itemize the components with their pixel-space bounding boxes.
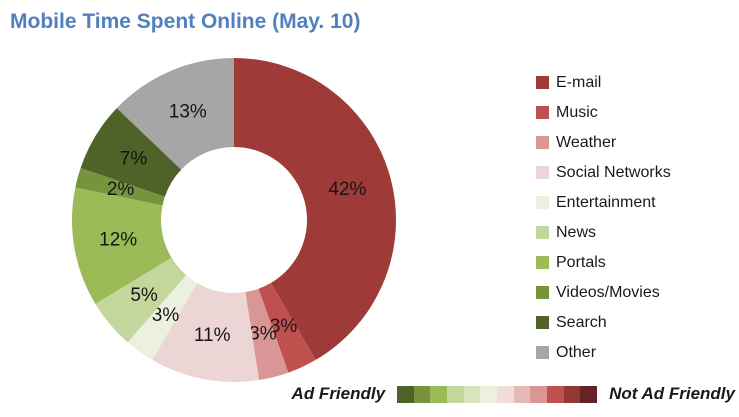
ad-friendly-label: Ad Friendly	[291, 384, 386, 403]
slice-label-search: 7%	[120, 149, 148, 170]
donut-slice-entertainment	[127, 275, 198, 360]
legend-item-videos-movies: Videos/Movies	[536, 284, 671, 301]
ad-scale-gradient-strip	[397, 385, 598, 403]
legend-label-search: Search	[556, 314, 607, 331]
donut-slice-search	[80, 108, 182, 197]
scale-block-6	[480, 385, 498, 403]
donut-slice-weather	[245, 288, 289, 381]
slice-label-e-mail: 42%	[328, 179, 366, 200]
donut-slice-portals	[71, 187, 172, 304]
legend-swatch-search	[536, 316, 549, 329]
legend-label-videos-movies: Videos/Movies	[556, 284, 660, 301]
legend-swatch-other	[536, 346, 549, 359]
slice-label-news: 5%	[130, 285, 158, 306]
slice-label-music: 3%	[270, 316, 298, 337]
legend-item-portals: Portals	[536, 254, 671, 271]
legend-item-weather: Weather	[536, 134, 671, 151]
scale-block-5	[463, 385, 481, 403]
legend-swatch-weather	[536, 136, 549, 149]
donut-slice-videos-movies	[75, 168, 165, 206]
scale-block-7	[497, 385, 514, 403]
legend-swatch-news	[536, 226, 549, 239]
legend-item-music: Music	[536, 104, 671, 121]
not-ad-friendly-label: Not Ad Friendly	[609, 384, 735, 403]
legend-label-e-mail: E-mail	[556, 74, 602, 91]
legend-label-music: Music	[556, 104, 598, 121]
legend-item-entertainment: Entertainment	[536, 194, 671, 211]
scale-block-10	[547, 385, 564, 403]
scale-block-9	[530, 385, 548, 403]
chart-title: Mobile Time Spent Online (May. 10)	[10, 10, 361, 33]
legend-swatch-entertainment	[536, 196, 549, 209]
slice-label-videos-movies: 2%	[107, 179, 135, 200]
legend-label-portals: Portals	[556, 254, 606, 271]
donut-slice-news	[95, 257, 187, 343]
chart-legend: E-mail Music Weather Social Networks Enterta…	[536, 74, 671, 361]
legend-swatch-social-networks	[536, 166, 549, 179]
legend-swatch-e-mail	[536, 76, 549, 89]
scale-block-11	[563, 385, 581, 403]
donut-slice-e-mail	[234, 58, 396, 360]
donut-slice-social-networks	[152, 283, 260, 382]
scale-block-12	[580, 385, 598, 403]
legend-item-e-mail: E-mail	[536, 74, 671, 91]
legend-label-news: News	[556, 224, 597, 241]
slice-label-social-networks: 11%	[194, 325, 231, 346]
scale-block-1	[397, 385, 414, 403]
legend-item-other: Other	[536, 344, 671, 361]
scale-block-3	[430, 385, 448, 403]
donut-slice-other	[116, 58, 234, 170]
scale-block-8	[513, 385, 531, 403]
donut-slice-music	[258, 283, 316, 373]
legend-label-other: Other	[556, 344, 597, 361]
legend-item-social-networks: Social Networks	[536, 164, 671, 181]
legend-swatch-videos-movies	[536, 286, 549, 299]
slice-label-other: 13%	[169, 102, 207, 123]
legend-label-social-networks: Social Networks	[556, 164, 671, 181]
ad-friendliness-scale: Ad Friendly Not Ad Friendly	[0, 384, 735, 404]
legend-item-search: Search	[536, 314, 671, 331]
slice-label-entertainment: 3%	[152, 305, 180, 326]
legend-swatch-portals	[536, 256, 549, 269]
legend-swatch-music	[536, 106, 549, 119]
legend-label-entertainment: Entertainment	[556, 194, 656, 211]
scale-block-2	[413, 385, 431, 403]
legend-item-news: News	[536, 224, 671, 241]
scale-block-4	[447, 385, 464, 403]
slice-label-weather: 3%	[249, 323, 277, 344]
legend-label-weather: Weather	[556, 134, 617, 151]
slice-label-portals: 12%	[99, 230, 137, 251]
